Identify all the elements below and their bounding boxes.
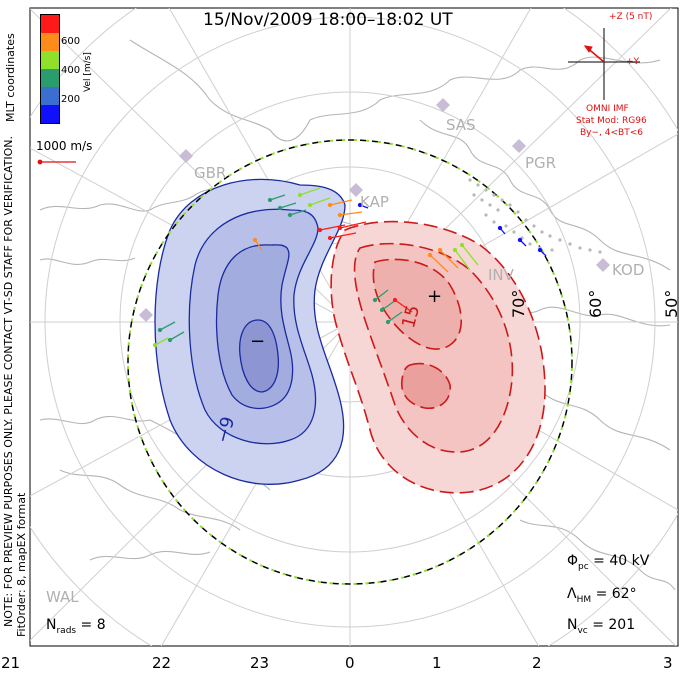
potential-maximum-marker: + [427, 286, 443, 307]
heppner-maynard-boundary [127, 139, 573, 585]
nrads-symbol: N [46, 617, 57, 633]
latitude-label-50: 50° [662, 289, 680, 318]
colorbar-tick-400: 400 [61, 65, 81, 76]
phi-symbol: Φ [567, 553, 579, 569]
station-marker-gbr [179, 149, 193, 163]
latitude-label-70: 70° [509, 289, 528, 318]
imf-source-label: OMNI IMF [586, 104, 629, 114]
stat-model-label: Stat Mod: RG96 [576, 116, 647, 126]
mlt-tick-1: 1 [432, 654, 442, 672]
nrads-subscript: rads [56, 625, 77, 636]
imf-y-label: +Y [626, 57, 640, 67]
dawn-cell-fill-core [400, 362, 451, 410]
station-marker-kap [349, 183, 363, 197]
station-marker-gm [139, 308, 153, 322]
station-label-inv: INV [488, 266, 514, 284]
colorbar-unit-label: Vel [m/s] [83, 52, 93, 92]
nvc-symbol: N [567, 617, 578, 633]
station-label-kod: KOD [612, 261, 645, 279]
station-markers [139, 98, 610, 322]
fit-order-label: FitOrder: 8, mapEX format [15, 492, 28, 637]
lambda-subscript: HM [576, 594, 592, 605]
colorbar-segment [41, 15, 59, 33]
phi-subscript: pc [578, 561, 589, 572]
polar-cap-potential: Φpc = 40 kV [567, 553, 649, 572]
lambda-value: = 62° [591, 586, 637, 602]
scale-vector-label: 1000 m/s [36, 139, 93, 153]
hm-boundary-latitude: ΛHM = 62° [567, 586, 637, 605]
imf-condition-label: By−, 4<BT<6 [580, 128, 643, 138]
station-label-sas: SAS [446, 116, 476, 134]
backscatter-dots [468, 178, 602, 254]
mlt-tick-21: 21 [1, 654, 21, 672]
mlt-tick-23: 23 [250, 654, 270, 672]
colorbar-segment [41, 51, 59, 69]
dawn-convection-cell [330, 220, 546, 494]
station-label-pgr: PGR [525, 154, 557, 172]
coord-label: MLT coordinates [4, 33, 17, 122]
colorbar-tick-200: 200 [61, 94, 81, 105]
colorbar-segment [41, 33, 59, 51]
nvc-value: = 201 [587, 617, 636, 633]
potential-minimum-marker: − [250, 331, 266, 352]
map-title: 15/Nov/2009 18:00–18:02 UT [203, 10, 453, 30]
nrads-value: = 8 [76, 617, 106, 633]
station-marker-sas [436, 98, 450, 112]
station-label-wal: WAL [46, 588, 79, 606]
dusk-convection-cell [154, 178, 346, 485]
imf-z-label: +Z (5 nT) [609, 12, 653, 22]
station-label-kap: KAP [360, 193, 389, 211]
mlt-tick-2: 2 [532, 654, 542, 672]
lambda-symbol: Λ [567, 586, 577, 602]
mlt-tick-22: 22 [152, 654, 172, 672]
scale-vector [37, 159, 76, 165]
mlt-tick-0: 0 [345, 654, 355, 672]
mlt-tick-3: 3 [663, 654, 673, 672]
latitude-label-60: 60° [586, 289, 605, 318]
station-marker-pgr [512, 139, 526, 153]
velocity-colorbar [40, 14, 60, 124]
dawn-cell-fill-inner [372, 258, 462, 350]
dusk-cell-fill-core [239, 319, 280, 393]
colorbar-segment [41, 105, 59, 123]
radar-count: Nrads = 8 [46, 617, 106, 636]
preview-note: NOTE: FOR PREVIEW PURPOSES ONLY. PLEASE … [2, 135, 15, 627]
phi-value: = 40 kV [588, 553, 650, 569]
colorbar-tick-600: 600 [61, 36, 81, 47]
vector-count: Nvc = 201 [567, 617, 635, 636]
colorbar-segment [41, 69, 59, 87]
station-marker-kod [596, 258, 610, 272]
station-label-gbr: GBR [194, 164, 227, 182]
velocity-vectors [152, 187, 547, 348]
colorbar-segment [41, 87, 59, 105]
imf-clock-dial [568, 28, 640, 100]
nvc-subscript: vc [577, 625, 588, 636]
